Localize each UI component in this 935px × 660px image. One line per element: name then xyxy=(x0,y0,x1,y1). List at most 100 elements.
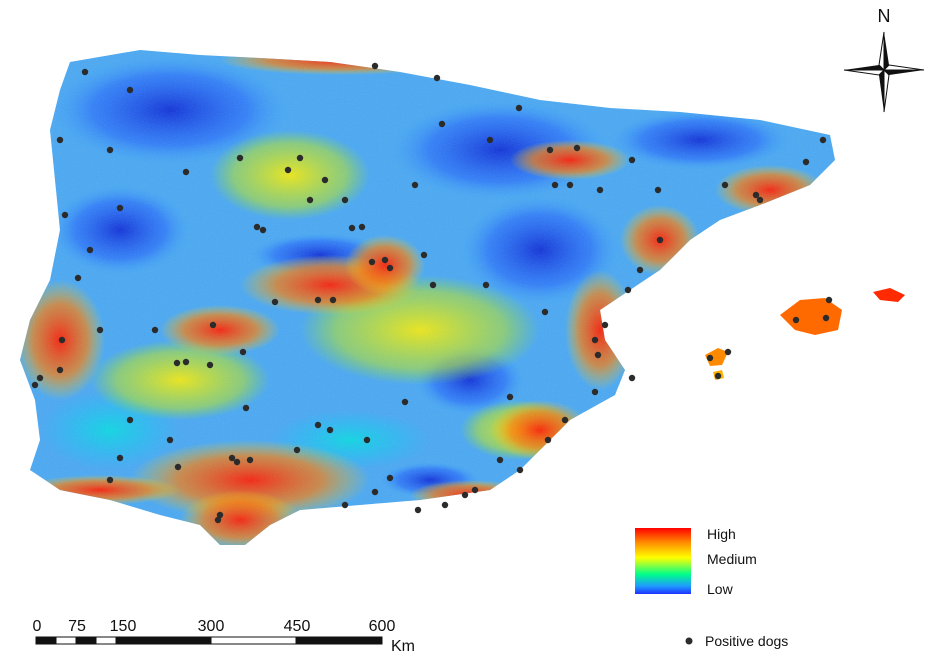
risk-legend: High Medium Low xyxy=(635,526,757,597)
positive-dog-marker xyxy=(56,136,64,144)
legend-low-label: Low xyxy=(707,581,734,597)
positive-dog-marker xyxy=(314,421,322,429)
positive-dog-marker xyxy=(381,256,389,264)
positive-dog-marker xyxy=(401,398,409,406)
positive-dog-marker xyxy=(433,74,441,82)
positive-dog-marker xyxy=(246,456,254,464)
positive-dog-marker xyxy=(296,154,304,162)
mallorca-island xyxy=(780,298,842,335)
positive-dog-marker xyxy=(233,458,241,466)
positive-dog-marker xyxy=(591,336,599,344)
positive-dog-marker xyxy=(182,358,190,366)
positive-dog-marker xyxy=(216,511,224,519)
positive-dog-marker xyxy=(228,454,236,462)
positive-dog-marker xyxy=(461,491,469,499)
positive-dog-marker xyxy=(438,120,446,128)
positive-dog-marker xyxy=(546,146,554,154)
scale-tick-600: 600 xyxy=(369,618,396,635)
positive-dog-marker xyxy=(819,136,827,144)
positive-dog-marker xyxy=(482,281,490,289)
points-legend-label: Positive dogs xyxy=(705,633,788,649)
scale-tick-0: 0 xyxy=(33,618,42,635)
positive-dog-marker xyxy=(706,354,714,362)
scale-tick-450: 450 xyxy=(284,618,311,635)
positive-dog-marker xyxy=(544,436,552,444)
positive-dog-marker xyxy=(386,264,394,272)
positive-dog-marker xyxy=(825,296,833,304)
positive-dog-marker xyxy=(236,154,244,162)
positive-dog-marker xyxy=(566,181,574,189)
scale-bar: 0 75 150 300 450 600 Km xyxy=(33,618,415,655)
positive-dogs-points xyxy=(31,62,833,524)
positive-dog-marker xyxy=(329,296,337,304)
positive-dog-marker xyxy=(81,68,89,76)
positive-dog-marker xyxy=(471,486,479,494)
positive-dog-marker xyxy=(61,211,69,219)
positive-dog-marker xyxy=(242,404,250,412)
positive-dog-marker xyxy=(596,186,604,194)
legend-high-label: High xyxy=(707,526,736,542)
positive-dog-marker xyxy=(561,416,569,424)
positive-dog-marker xyxy=(628,374,636,382)
positive-dog-marker xyxy=(515,104,523,112)
positive-dog-marker xyxy=(358,223,366,231)
positive-dog-marker xyxy=(386,474,394,482)
positive-dog-marker xyxy=(284,166,292,174)
positive-dog-marker xyxy=(721,181,729,189)
positive-dog-marker xyxy=(724,348,732,356)
positive-dog-marker xyxy=(486,136,494,144)
positive-dog-marker xyxy=(654,186,662,194)
positive-dog-marker xyxy=(348,224,356,232)
positive-dog-marker xyxy=(126,86,134,94)
positive-dog-marker xyxy=(802,158,810,166)
menorca-island xyxy=(873,288,905,302)
positive-dog-marker xyxy=(601,321,609,329)
positive-dog-marker xyxy=(314,296,322,304)
positive-dog-marker xyxy=(756,196,764,204)
positive-dog-marker xyxy=(321,176,329,184)
positive-dog-marker xyxy=(116,454,124,462)
positive-dog-marker xyxy=(414,506,422,514)
positive-dog-marker xyxy=(36,374,44,382)
positive-dog-marker xyxy=(792,316,800,324)
positive-dog-marker xyxy=(271,298,279,306)
positive-dog-marker xyxy=(371,488,379,496)
positive-dog-marker xyxy=(86,246,94,254)
scale-tick-150: 150 xyxy=(110,618,137,635)
north-label: N xyxy=(878,6,891,26)
positive-dog-marker xyxy=(259,226,267,234)
balearic-islands xyxy=(705,288,905,380)
positive-dog-marker xyxy=(506,393,514,401)
positive-dog-marker xyxy=(594,351,602,359)
positive-dog-marker xyxy=(541,308,549,316)
positive-dog-marker xyxy=(56,366,64,374)
legend-color-ramp xyxy=(635,528,691,594)
positive-dog-marker xyxy=(371,62,379,70)
positive-dog-marker xyxy=(206,361,214,369)
positive-dog-marker xyxy=(116,204,124,212)
positive-dog-marker xyxy=(341,501,349,509)
positive-dog-marker xyxy=(636,266,644,274)
positive-dog-marker xyxy=(420,251,428,259)
positive-dog-marker xyxy=(624,286,632,294)
legend-medium-label: Medium xyxy=(707,551,757,567)
positive-dog-marker xyxy=(752,191,760,199)
positive-dog-marker xyxy=(151,326,159,334)
positive-dog-marker xyxy=(166,436,174,444)
positive-dog-marker xyxy=(341,196,349,204)
positive-dog-marker xyxy=(591,388,599,396)
positive-dog-marker xyxy=(429,281,437,289)
positive-dog-marker xyxy=(214,516,222,524)
positive-dog-marker xyxy=(368,258,376,266)
positive-dog-marker xyxy=(31,381,39,389)
positive-dog-marker xyxy=(293,446,301,454)
positive-dog-marker xyxy=(174,463,182,471)
points-legend: Positive dogs xyxy=(685,633,788,649)
positive-dog-marker xyxy=(239,348,247,356)
points-legend-marker xyxy=(685,637,693,645)
positive-dog-marker xyxy=(106,146,114,154)
scale-unit: Km xyxy=(391,638,415,655)
compass-rose-icon: N xyxy=(843,6,925,113)
positive-dog-marker xyxy=(326,426,334,434)
